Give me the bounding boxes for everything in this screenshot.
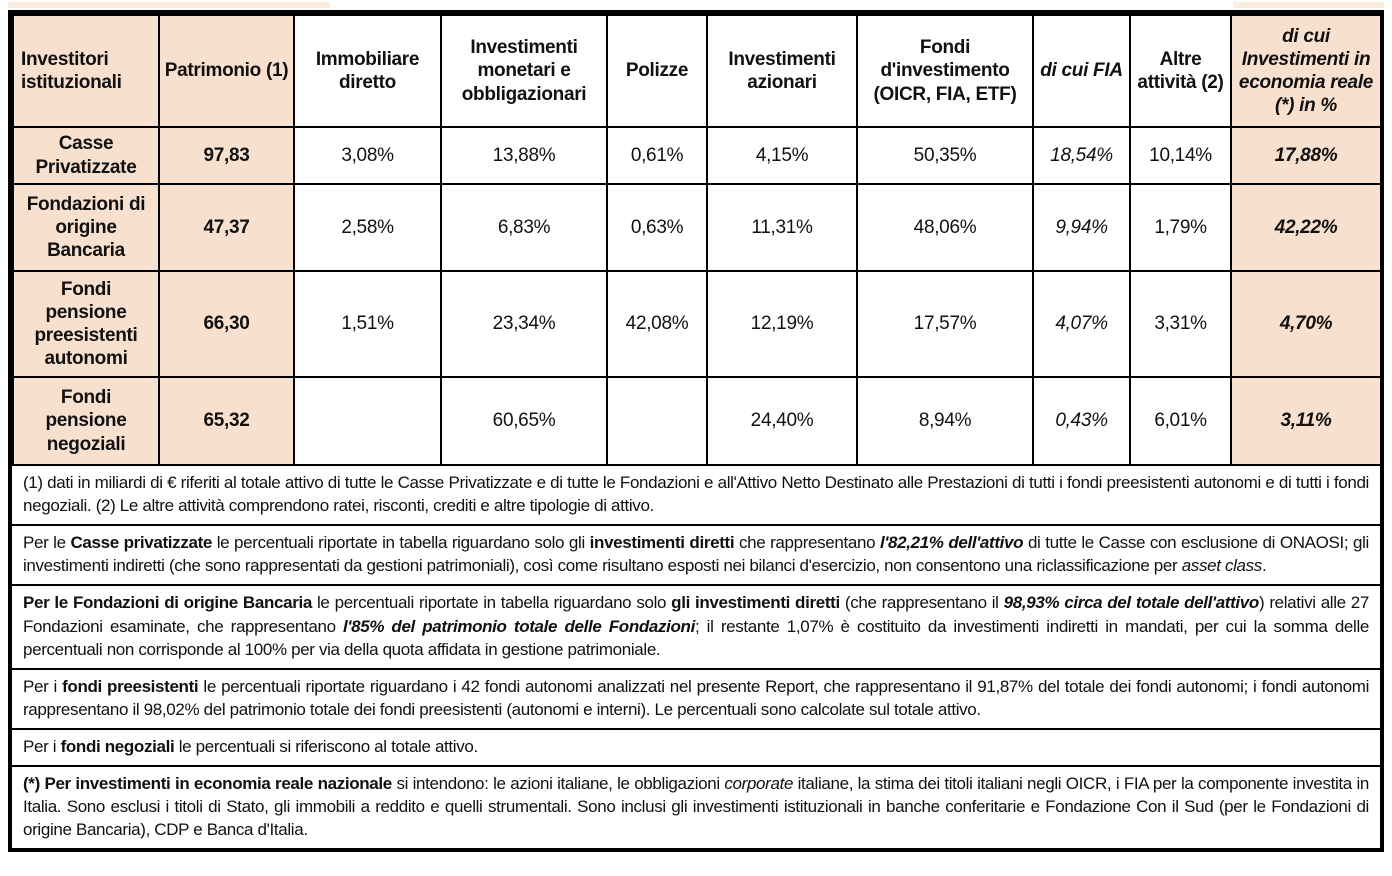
cell-value: 6,83%	[440, 183, 608, 272]
row-label: Casse Privatizzate	[12, 126, 160, 185]
note-casse-privatizzate: Per le Casse privatizzate le percentuali…	[12, 524, 1380, 584]
col-header-altre-attivita: Altre attività (2)	[1129, 14, 1232, 128]
patrimonio-value: 66,30	[158, 270, 295, 378]
col-header-investitori: Investitori istituzionali	[12, 14, 160, 128]
cell-value: 12,19%	[706, 270, 858, 378]
col-header-fondi-investimento: Fondi d'investimento (OICR, FIA, ETF)	[856, 14, 1034, 128]
cell-value: 50,35%	[856, 126, 1034, 185]
cropped-row-remnant-right	[1233, 2, 1384, 8]
cell-value: 1,79%	[1129, 183, 1232, 272]
cell-value-fia: 9,94%	[1032, 183, 1131, 272]
cell-value: 10,14%	[1129, 126, 1232, 185]
table-row-fondazioni-bancarie: Fondazioni di origine Bancaria 47,37 2,5…	[12, 183, 1382, 272]
cell-value: 0,61%	[606, 126, 708, 185]
cell-value-empty	[606, 376, 708, 466]
patrimonio-value: 47,37	[158, 183, 295, 272]
asset-allocation-table: Investitori istituzionali Patrimonio (1)…	[12, 14, 1382, 466]
note-economia-reale: (*) Per investimenti in economia reale n…	[12, 765, 1380, 848]
table-row-fondi-preesistenti: Fondi pensione preesistenti autonomi 66,…	[12, 270, 1382, 378]
report-table-frame: Investitori istituzionali Patrimonio (1)…	[8, 10, 1384, 853]
patrimonio-value: 65,32	[158, 376, 295, 466]
cell-value-economia-reale: 42,22%	[1230, 183, 1382, 272]
cell-value: 23,34%	[440, 270, 608, 378]
row-label: Fondi pensione negoziali	[12, 376, 160, 466]
cell-value: 0,63%	[606, 183, 708, 272]
col-header-polizze: Polizze	[606, 14, 708, 128]
cell-value: 1,51%	[293, 270, 442, 378]
cell-value: 60,65%	[440, 376, 608, 466]
cell-value-economia-reale: 4,70%	[1230, 270, 1382, 378]
cell-value: 2,58%	[293, 183, 442, 272]
cell-value-fia: 0,43%	[1032, 376, 1131, 466]
note-fondazioni-bancarie: Per le Fondazioni di origine Bancaria le…	[12, 584, 1380, 667]
note-fondi-negoziali: Per i fondi negoziali le percentuali si …	[12, 727, 1380, 765]
header-row: Investitori istituzionali Patrimonio (1)…	[12, 14, 1382, 128]
col-header-immobiliare: Immobiliare diretto	[293, 14, 442, 128]
cell-value: 8,94%	[856, 376, 1034, 466]
cell-value: 4,15%	[706, 126, 858, 185]
col-header-patrimonio: Patrimonio (1)	[158, 14, 295, 128]
table-row-casse-privatizzate: Casse Privatizzate 97,83 3,08% 13,88% 0,…	[12, 126, 1382, 185]
cell-value-fia: 4,07%	[1032, 270, 1131, 378]
cell-value-economia-reale: 17,88%	[1230, 126, 1382, 185]
footnote-definitions: (1) dati in miliardi di € riferiti al to…	[23, 473, 1369, 516]
row-label: Fondi pensione preesistenti autonomi	[12, 270, 160, 378]
cell-value: 42,08%	[606, 270, 708, 378]
cell-value: 3,08%	[293, 126, 442, 185]
cell-value: 24,40%	[706, 376, 858, 466]
col-header-economia-reale: di cui Investimenti in economia reale (*…	[1230, 14, 1382, 128]
cell-value-economia-reale: 3,11%	[1230, 376, 1382, 466]
cell-value: 11,31%	[706, 183, 858, 272]
cell-value-empty	[293, 376, 442, 466]
cell-value-fia: 18,54%	[1032, 126, 1131, 185]
cell-value: 13,88%	[440, 126, 608, 185]
cell-value: 17,57%	[856, 270, 1034, 378]
table-row-fondi-negoziali: Fondi pensione negoziali 65,32 60,65% 24…	[12, 376, 1382, 466]
col-header-di-cui-fia: di cui FIA	[1032, 14, 1131, 128]
col-header-monetari-obbligazionari: Investimenti monetari e obbligazionari	[440, 14, 608, 128]
col-header-azionari: Investimenti azionari	[706, 14, 858, 128]
cell-value: 6,01%	[1129, 376, 1232, 466]
patrimonio-value: 97,83	[158, 126, 295, 185]
cell-value: 3,31%	[1129, 270, 1232, 378]
note-fondi-preesistenti: Per i fondi preesistenti le percentuali …	[12, 667, 1380, 728]
cell-value: 48,06%	[856, 183, 1034, 272]
cropped-row-remnant-left	[8, 2, 330, 8]
row-label: Fondazioni di origine Bancaria	[12, 183, 160, 272]
